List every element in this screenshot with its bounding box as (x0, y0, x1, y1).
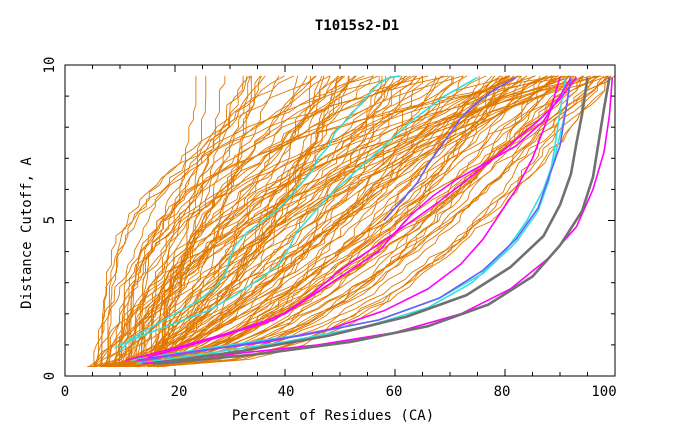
orange-curve-109 (139, 75, 570, 368)
series-cyan-2 (114, 76, 478, 349)
series-magenta-2 (125, 76, 572, 362)
series-magenta-4 (141, 77, 614, 365)
series-cyan-4 (130, 77, 567, 362)
orange-curve-92 (143, 75, 571, 367)
orange-curve-124 (160, 75, 415, 367)
orange-curve-102 (100, 75, 374, 367)
orange-curve-101 (134, 75, 350, 368)
orange-curve-43 (106, 75, 480, 368)
orange-curve-15 (138, 75, 418, 368)
orange-curve-82 (94, 75, 251, 367)
orange-curve-27 (124, 75, 548, 367)
series-blue-1 (141, 77, 572, 362)
orange-curve-119 (125, 75, 609, 367)
chart-title: T1015s2-D1 (315, 18, 399, 34)
y-tick-label-10: 10 (42, 57, 58, 74)
x-axis-label: Percent of Residues (CA) (232, 408, 434, 424)
orange-curve-94 (136, 75, 528, 368)
orange-curve-106 (157, 75, 612, 368)
y-tick-label-5: 5 (42, 216, 58, 224)
series-gray-1 (152, 77, 589, 365)
series-cyan-1 (119, 75, 401, 352)
orange-curve-26 (90, 75, 403, 368)
orange-curve-20 (162, 75, 609, 368)
orange-curve-47 (128, 75, 349, 368)
x-tick-label-40: 40 (278, 384, 295, 400)
orange-curve-9 (114, 75, 553, 368)
orange-curve-60 (156, 75, 583, 368)
orange-curve-99 (162, 75, 338, 368)
orange-curve-93 (103, 75, 508, 368)
orange-curve-126 (101, 75, 398, 367)
orange-curve-18 (118, 75, 575, 368)
orange-curve-73 (120, 75, 248, 368)
orange-curves (87, 75, 616, 368)
orange-curve-66 (115, 75, 514, 368)
y-tick-label-0: 0 (42, 372, 58, 380)
series-gray-2 (158, 77, 611, 365)
orange-curve-113 (118, 75, 294, 367)
x-tick-label-60: 60 (386, 384, 403, 400)
orange-curve-51 (156, 75, 416, 368)
orange-curve-74 (110, 75, 605, 368)
orange-curve-116 (103, 75, 468, 367)
orange-curve-125 (159, 75, 496, 368)
orange-curve-72 (135, 75, 501, 368)
orange-curve-69 (93, 75, 408, 367)
orange-curve-112 (140, 75, 285, 367)
orange-curve-123 (119, 75, 346, 368)
x-tick-label-20: 20 (171, 384, 188, 400)
orange-curve-129 (159, 75, 515, 367)
x-tick-label-0: 0 (61, 384, 69, 400)
orange-curve-56 (136, 75, 592, 367)
orange-curve-114 (104, 75, 316, 367)
series-blue-2 (383, 76, 517, 222)
orange-curve-76 (115, 75, 325, 368)
axes (64, 64, 616, 377)
orange-curve-53 (124, 75, 609, 368)
orange-curve-100 (125, 75, 522, 368)
orange-curve-103 (115, 75, 280, 367)
x-tick-label-100: 100 (591, 384, 616, 400)
highlight-curves (114, 75, 614, 365)
orange-curve-117 (153, 75, 510, 368)
orange-curve-44 (154, 75, 566, 367)
series-magenta-3 (136, 77, 561, 362)
orange-curve-59 (110, 75, 261, 368)
series-magenta-1 (147, 76, 578, 359)
orange-curve-127 (120, 75, 266, 367)
orange-curve-78 (132, 75, 598, 368)
y-axis-label: Distance Cutoff, A (19, 157, 35, 309)
orange-curve-0 (111, 75, 519, 368)
orange-curve-128 (110, 75, 562, 368)
orange-curve-89 (130, 75, 442, 368)
orange-curve-49 (88, 75, 597, 368)
orange-curve-64 (118, 75, 331, 367)
orange-curve-111 (148, 75, 548, 368)
orange-curve-19 (132, 75, 226, 368)
orange-curve-96 (149, 75, 444, 367)
orange-curve-118 (107, 75, 252, 368)
orange-curve-110 (137, 75, 569, 368)
orange-curve-50 (148, 75, 555, 368)
x-tick-label-80: 80 (494, 384, 511, 400)
orange-curve-97 (101, 75, 584, 368)
orange-curve-121 (137, 75, 365, 367)
orange-curve-87 (158, 75, 262, 367)
